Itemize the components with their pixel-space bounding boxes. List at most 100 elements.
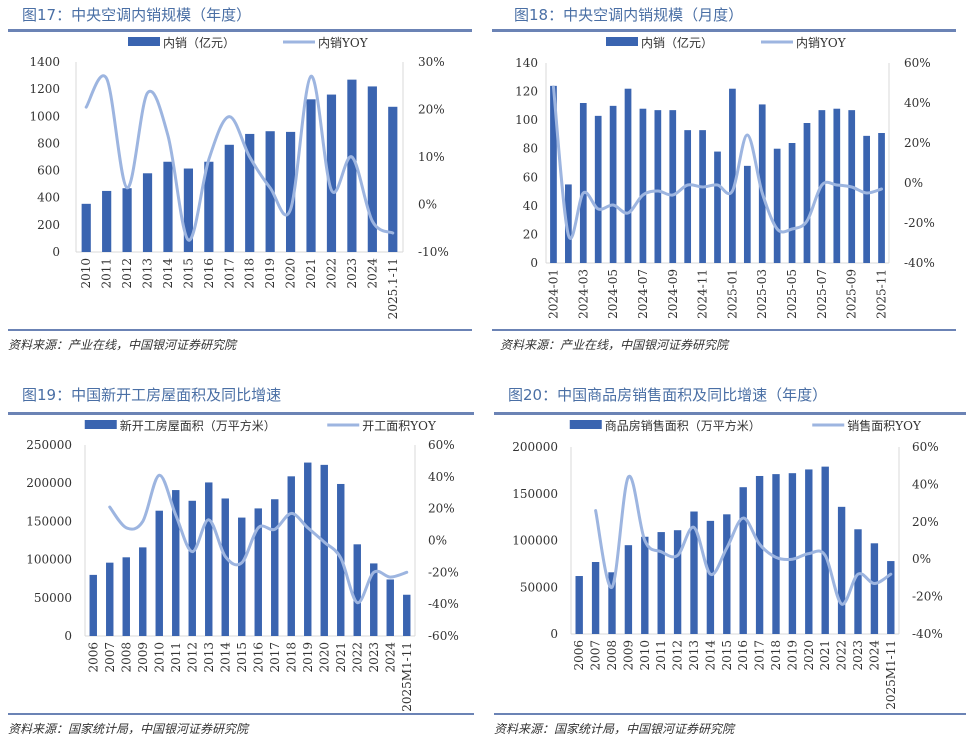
fig20-x-tick-label: 2016 bbox=[736, 640, 750, 671]
fig20-bar bbox=[575, 576, 583, 634]
figure-20-panel: 图20：中国商品房销售面积及同比增速（年度） 商品房销售面积（万平方米） 销售面积… bbox=[486, 380, 966, 745]
fig17-bar bbox=[224, 144, 234, 252]
fig18-left-tick-label: 120 bbox=[515, 85, 538, 99]
fig17-x-tick-label: 2012 bbox=[120, 258, 134, 289]
fig17-bar bbox=[204, 161, 214, 252]
figure-18-source: 资料来源：产业在线，中国银河证券研究院 bbox=[500, 338, 729, 352]
fig19-left-tick-label: 150000 bbox=[26, 514, 72, 528]
fig20-bar bbox=[673, 530, 682, 634]
fig19-right-tick-label: 40% bbox=[428, 470, 455, 484]
figure-20-source: 资料来源：国家统计局，中国银河证券研究院 bbox=[494, 722, 735, 736]
fig20-left-tick-label: 100000 bbox=[512, 534, 558, 548]
fig18-x-tick-label: 2025-05 bbox=[785, 269, 799, 319]
fig18-bar bbox=[565, 184, 572, 263]
figure-18-chart: 内销（亿元） 内销YOY 0 20 40 60 80 100 120 140 -40% -20% 0% 2… bbox=[515, 35, 935, 319]
fig17-right-tick-label: 30% bbox=[418, 55, 445, 69]
fig18-right-tick-label: -20% bbox=[904, 216, 935, 230]
fig17-bar bbox=[122, 188, 132, 252]
fig17-x-tick-label: 2023 bbox=[345, 258, 359, 289]
fig20-right-tick-label: 40% bbox=[912, 477, 939, 491]
fig18-bar bbox=[639, 108, 647, 263]
fig18-right-tick-label: 0% bbox=[904, 176, 923, 190]
fig18-bar bbox=[729, 88, 736, 263]
fig20-bar bbox=[723, 514, 731, 634]
fig20-bar bbox=[624, 545, 633, 634]
fig18-left-tick-label: 140 bbox=[515, 56, 538, 70]
fig19-bar bbox=[122, 557, 130, 636]
figure-19-panel: 图19：中国新开工房屋面积及同比增速 新开工房屋面积（万平方米） 开工面积YOY 0… bbox=[0, 380, 480, 745]
fig17-x-tick-label: 2014 bbox=[161, 258, 175, 289]
fig20-bar bbox=[690, 511, 698, 634]
fig20-bar bbox=[887, 561, 895, 634]
figure-20-bottom-rule bbox=[494, 713, 966, 715]
fig17-x-tick-label: 2017 bbox=[222, 258, 236, 289]
fig18-legend-bar-swatch bbox=[606, 37, 638, 46]
fig20-bar bbox=[657, 532, 665, 634]
fig19-x-tick-label: 2021 bbox=[334, 642, 348, 673]
figure-17-bottom-rule bbox=[8, 329, 472, 331]
fig17-right-tick-label: 20% bbox=[418, 103, 445, 117]
fig18-right-tick-label: 60% bbox=[904, 56, 931, 70]
fig20-x-tick-label: 2009 bbox=[621, 640, 635, 671]
fig17-legend-bar-swatch bbox=[128, 37, 160, 46]
figure-18-top-rule bbox=[492, 29, 956, 32]
figure-20-top-rule bbox=[494, 412, 966, 415]
fig20-x-tick-label: 2025M1-11 bbox=[884, 640, 898, 710]
fig17-bar bbox=[102, 190, 112, 252]
fig20-x-tick-label: 2019 bbox=[785, 640, 799, 671]
fig17-legend-line-label: 内销YOY bbox=[318, 36, 369, 50]
fig19-bar bbox=[304, 462, 312, 636]
fig19-right-tick-label: -20% bbox=[428, 565, 459, 579]
fig19-bar bbox=[403, 594, 411, 636]
fig20-yoy-line bbox=[594, 474, 893, 606]
fig18-bar bbox=[788, 143, 796, 263]
fig19-x-tick-label: 2019 bbox=[301, 642, 315, 673]
fig19-x-tick-label: 2016 bbox=[251, 642, 265, 673]
fig18-bar bbox=[714, 151, 721, 263]
fig19-x-tick-label: 2013 bbox=[202, 642, 216, 673]
fig19-bar bbox=[205, 482, 213, 636]
fig18-bar bbox=[863, 135, 870, 263]
fig20-bar bbox=[591, 562, 600, 634]
fig17-legend-bar-label: 内销（亿元） bbox=[163, 35, 235, 50]
fig20-x-tick-label: 2024 bbox=[867, 640, 881, 671]
fig17-right-tick-label: 10% bbox=[418, 150, 445, 164]
fig18-bar bbox=[773, 148, 781, 263]
fig19-x-tick-label: 2009 bbox=[136, 642, 150, 673]
fig20-left-tick-label: 200000 bbox=[512, 440, 558, 454]
fig18-legend-line-label: 内销YOY bbox=[796, 36, 847, 50]
fig19-left-tick-label: 200000 bbox=[26, 476, 72, 490]
fig20-x-tick-label: 2007 bbox=[589, 640, 603, 671]
figure-19-top-rule bbox=[8, 412, 474, 415]
fig17-right-tick-label: -10% bbox=[418, 245, 449, 259]
fig20-right-tick-label: -20% bbox=[912, 590, 943, 604]
fig20-x-tick-label: 2022 bbox=[835, 640, 849, 671]
fig17-yoy-line bbox=[84, 74, 395, 242]
fig19-legend-bar-swatch bbox=[84, 420, 117, 429]
fig20-bar bbox=[608, 572, 616, 634]
fig20-x-tick-label: 2008 bbox=[605, 640, 619, 671]
fig18-left-tick-label: 80 bbox=[523, 142, 538, 156]
fig20-bar bbox=[821, 466, 829, 634]
fig20-x-tick-label: 2020 bbox=[802, 640, 816, 671]
fig19-bar bbox=[353, 544, 361, 636]
fig17-x-tick-label: 2024 bbox=[365, 258, 379, 289]
fig19-bar bbox=[172, 490, 180, 636]
fig19-x-tick-label: 2007 bbox=[103, 642, 117, 673]
fig20-bar bbox=[788, 473, 797, 634]
fig19-bar bbox=[320, 464, 328, 636]
fig18-bar bbox=[654, 110, 662, 264]
fig17-right-tick-label: 0% bbox=[418, 198, 437, 212]
fig18-bar bbox=[699, 130, 706, 263]
fig19-bar bbox=[188, 500, 196, 636]
fig17-bar bbox=[367, 86, 377, 252]
fig20-x-tick-label: 2015 bbox=[720, 640, 734, 671]
fig17-left-tick-label: 1400 bbox=[29, 55, 60, 69]
fig20-x-tick-label: 2014 bbox=[703, 640, 717, 671]
fig20-bar bbox=[641, 536, 649, 634]
fig17-x-tick-label: 2016 bbox=[202, 258, 216, 289]
fig20-bar bbox=[870, 543, 879, 634]
fig19-right-tick-label: -40% bbox=[428, 597, 459, 611]
fig17-left-tick-label: 600 bbox=[37, 164, 60, 178]
fig20-legend: 商品房销售面积（万平方米） 销售面积YOY bbox=[569, 418, 922, 433]
